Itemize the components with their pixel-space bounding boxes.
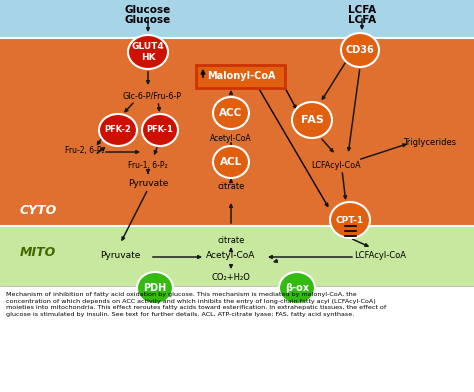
Ellipse shape: [137, 272, 173, 304]
Bar: [0, 0, 474, 38]
Ellipse shape: [99, 114, 137, 146]
Text: Pyruvate: Pyruvate: [128, 178, 168, 187]
Ellipse shape: [292, 102, 332, 138]
Text: citrate: citrate: [217, 236, 245, 245]
Text: LCFA: LCFA: [348, 5, 376, 15]
Text: CD36: CD36: [346, 45, 374, 55]
Text: Fru-1, 6-P₂: Fru-1, 6-P₂: [128, 160, 168, 169]
Text: Triglycerides: Triglycerides: [403, 138, 456, 147]
Text: ACC: ACC: [219, 108, 243, 118]
Text: PFK-2: PFK-2: [105, 125, 131, 134]
Ellipse shape: [142, 114, 178, 146]
Ellipse shape: [213, 146, 249, 178]
Text: GLUT4
HK: GLUT4 HK: [132, 42, 164, 62]
Ellipse shape: [213, 97, 249, 129]
Ellipse shape: [341, 33, 379, 67]
Bar: [0, 226, 474, 286]
Text: Glc-6-P/Fru-6-P: Glc-6-P/Fru-6-P: [122, 91, 182, 100]
Text: Acetyl-CoA: Acetyl-CoA: [210, 134, 252, 143]
Text: ACL: ACL: [220, 157, 242, 167]
Text: citrate: citrate: [217, 181, 245, 191]
Text: CYTO: CYTO: [20, 203, 57, 216]
Text: LCFA: LCFA: [348, 15, 376, 25]
Text: CO₂+H₂O: CO₂+H₂O: [211, 274, 250, 283]
Text: MITO: MITO: [20, 245, 56, 258]
Bar: [0, 286, 474, 392]
Text: LCFAcyl-CoA: LCFAcyl-CoA: [354, 252, 406, 261]
Text: β-ox: β-ox: [285, 283, 309, 293]
FancyBboxPatch shape: [197, 65, 285, 87]
Ellipse shape: [279, 272, 315, 304]
Text: Fru-2, 6-P₂: Fru-2, 6-P₂: [65, 145, 105, 154]
Ellipse shape: [330, 202, 370, 238]
Text: Glucose: Glucose: [125, 5, 171, 15]
Text: Malonyl-CoA: Malonyl-CoA: [207, 71, 275, 81]
Text: PDH: PDH: [143, 283, 167, 293]
Text: LCFAcyl-CoA: LCFAcyl-CoA: [311, 160, 361, 169]
Text: Pyruvate: Pyruvate: [100, 252, 140, 261]
Text: Mechanism of inhibition of fatty acid oxidation by glucose. This mechanism is me: Mechanism of inhibition of fatty acid ox…: [6, 292, 386, 317]
Text: CPT-1: CPT-1: [336, 216, 364, 225]
Text: Glucose: Glucose: [125, 15, 171, 25]
Ellipse shape: [128, 35, 168, 69]
Bar: [0, 38, 474, 226]
Text: Acetyl-CoA: Acetyl-CoA: [206, 252, 255, 261]
Text: PFK-1: PFK-1: [146, 125, 173, 134]
Text: FAS: FAS: [301, 115, 323, 125]
